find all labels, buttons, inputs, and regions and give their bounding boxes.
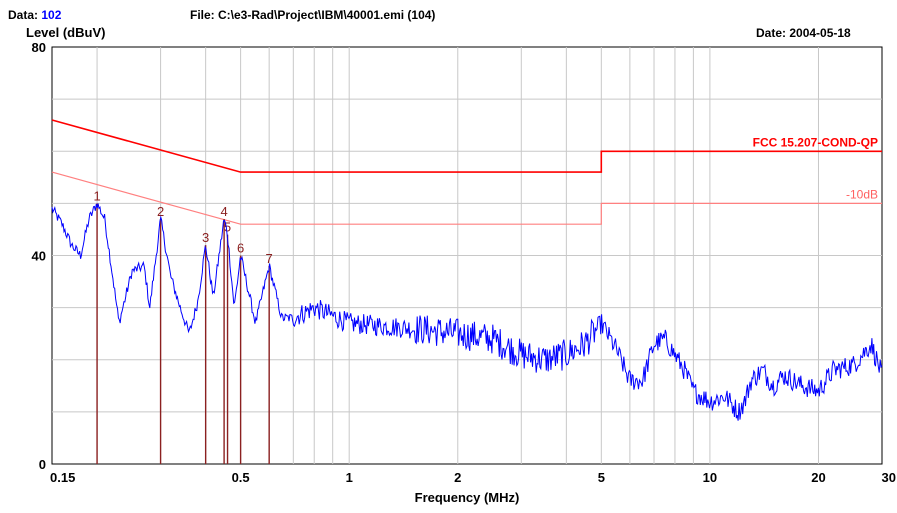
date-label: Date: 2004-05-18 (756, 26, 851, 40)
marker-label: 3 (202, 230, 209, 245)
marker-label: 4 (220, 204, 227, 219)
x-tick-label: 10 (703, 470, 717, 485)
x-tick-label: 0.5 (232, 470, 250, 485)
x-tick-label: 1 (346, 470, 353, 485)
minus-10db-label: -10dB (846, 187, 878, 201)
x-tick-label: 5 (598, 470, 605, 485)
minus-10db-line (51, 171, 882, 225)
marker-label: 6 (237, 241, 244, 256)
y-tick-label: 80 (32, 40, 46, 55)
marker-label: 5 (224, 220, 231, 235)
x-tick-label: 30 (882, 470, 896, 485)
y-tick-label: 0 (39, 457, 46, 472)
x-tick-label: 0.15 (50, 470, 75, 485)
x-tick-label: 20 (811, 470, 825, 485)
fcc-limit-label: FCC 15.207-COND-QP (753, 135, 878, 149)
fcc-limit-line (51, 119, 882, 173)
x-axis-label: Frequency (MHz) (415, 490, 520, 505)
axis-labels: 0 40 80 0.15 0.5 1 2 5 10 20 30 (32, 40, 896, 485)
y-axis-label: Level (dBuV) (26, 25, 105, 40)
marker-label: 2 (157, 204, 164, 219)
marker-label: 1 (93, 188, 100, 203)
file-path-label: File: C:\e3-Rad\Project\IBM\40001.emi (1… (190, 8, 436, 22)
marker-label: 7 (266, 251, 273, 266)
y-tick-label: 40 (32, 249, 46, 264)
data-label: Data: (8, 8, 39, 22)
data-count-value: 102 (41, 8, 62, 22)
measurement-series (51, 203, 883, 421)
data-count-label: Data: 102 (8, 8, 61, 22)
x-tick-label: 2 (454, 470, 461, 485)
limit-lines: FCC 15.207-COND-QP -10dB (51, 119, 882, 225)
measurement-trace (51, 203, 883, 421)
